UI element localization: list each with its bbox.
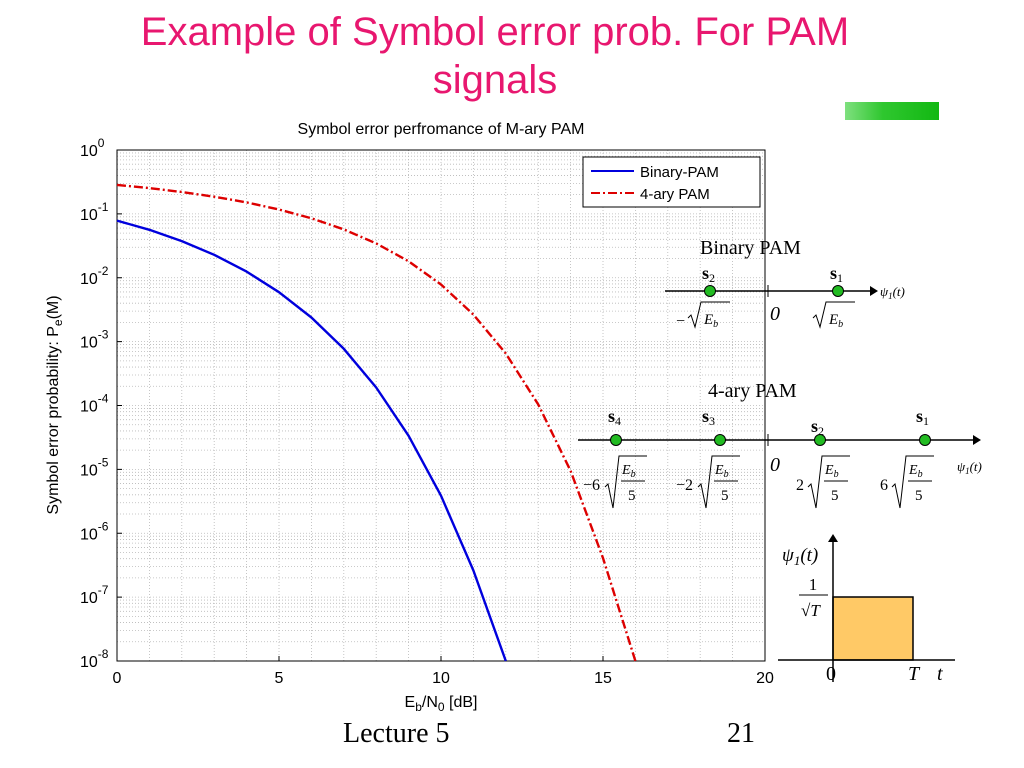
quad-coeff: −2 (676, 477, 693, 494)
y-tick-label: 10-3 (80, 328, 109, 352)
quad-sqrt (697, 455, 740, 509)
y-tick-labels: 100 10-1 10-2 10-3 10-4 10-5 10-6 10-7 10-8 (80, 136, 122, 671)
x-tick-label: 20 (756, 670, 774, 687)
y-tick-label: 10-1 (80, 200, 109, 224)
quad-origin-label: 0 (770, 454, 780, 476)
y-axis-label: Symbol error probability: Pe(M) (45, 295, 65, 514)
quad-coeff: −6 (583, 477, 600, 494)
quad-radicand-den: 5 (831, 488, 839, 504)
quad-radicand-den: 5 (721, 488, 729, 504)
series-lines (116, 183, 637, 662)
quad-sqrt (604, 455, 647, 509)
x-tick-label: 10 (432, 670, 450, 687)
quad-point-s4 (610, 434, 622, 446)
y-tick-label: 10-7 (80, 583, 109, 607)
binary-origin-label: 0 (770, 303, 780, 325)
binary-pam-title: Binary PAM (700, 237, 801, 259)
quad-coeff: 6 (880, 477, 888, 494)
ser-chart: Symbol error perfromance of M-ary PAM 0 5… (45, 121, 774, 714)
footer-left: Lecture 5 (343, 718, 450, 749)
y-tick-label: 10-4 (80, 392, 109, 416)
quad-label-s1: s1 (916, 406, 929, 428)
binary-value-s2: − (676, 313, 685, 330)
x-axis-label: Eb/N0 [dB] (405, 694, 478, 714)
binary-eb-s1: Eb (828, 312, 843, 330)
binary-point-s1 (832, 285, 844, 297)
series-line-0 (116, 219, 507, 662)
y-tick-label: 10-6 (80, 519, 109, 543)
quad-label-s2: s2 (811, 416, 824, 438)
binary-pam-diagram: Binary PAM s2 s1 ψ1(t) 0 − Eb Eb (665, 237, 905, 330)
quad-radicand-num: Eb (908, 463, 923, 480)
quad-radicand-num: Eb (824, 463, 839, 480)
binary-label-s1: s1 (830, 263, 843, 285)
basis-amp-den: √T (801, 601, 821, 620)
slide-title-line1: Example of Symbol error prob. For PAM (140, 10, 850, 54)
legend-box (582, 156, 761, 208)
binary-point-s2 (704, 285, 716, 297)
x-tick-label: 5 (275, 670, 284, 687)
basis-x-label: t (937, 663, 943, 685)
binary-axis-label: ψ1(t) (880, 284, 905, 301)
y-tick-label: 10-5 (80, 455, 109, 479)
quad-pam-title: 4-ary PAM (708, 380, 797, 402)
y-tick-label: 10-8 (80, 647, 109, 671)
binary-axis-arrow (870, 286, 878, 296)
basis-origin: 0 (826, 663, 836, 685)
legend-label-binary: Binary-PAM (640, 164, 719, 181)
legend: Binary-PAM 4-ary PAM (582, 156, 761, 208)
accent-bar (845, 102, 939, 120)
quad-point-s3 (714, 434, 726, 446)
quad-axis-arrow (973, 435, 981, 445)
series-line-1 (116, 183, 637, 662)
quad-sqrt (891, 455, 934, 509)
quad-sqrt (807, 455, 850, 509)
quad-radicand-den: 5 (915, 488, 923, 504)
footer-right: 21 (727, 718, 755, 749)
y-tick-label: 100 (80, 136, 105, 160)
basis-end: T (908, 663, 921, 685)
quad-radicand-den: 5 (628, 488, 636, 504)
basis-amp-num: 1 (809, 575, 818, 594)
quad-coeff: 2 (796, 477, 804, 494)
quad-axis-label: ψ1(t) (957, 459, 982, 476)
x-tick-label: 15 (594, 670, 612, 687)
slide-title: Example of Symbol error prob. For PAM si… (0, 8, 990, 104)
binary-sqrt-s1 (812, 301, 855, 329)
binary-sqrt-s2 (687, 301, 730, 329)
basis-y-label: ψ1(t) (782, 545, 818, 568)
x-tick-labels: 0 5 10 15 20 (113, 656, 774, 687)
x-tick-label: 0 (113, 670, 122, 687)
chart-title: Symbol error perfromance of M-ary PAM (298, 121, 585, 138)
grid-lines (117, 150, 765, 661)
legend-label-4ary: 4-ary PAM (640, 186, 710, 203)
y-tick-label: 10-2 (80, 264, 109, 288)
slide-title-line2: signals (432, 58, 558, 102)
basis-function-plot: ψ1(t) 1 √T 0 T t (778, 534, 955, 685)
basis-pulse (832, 596, 914, 661)
quad-point-s1 (919, 434, 931, 446)
basis-y-arrow (828, 534, 838, 542)
quad-point-s2 (814, 434, 826, 446)
quad-pam-diagram: 4-ary PAM s4 s3 s2 s1 0 ψ1(t) −6Eb5−2Eb5… (578, 380, 982, 509)
